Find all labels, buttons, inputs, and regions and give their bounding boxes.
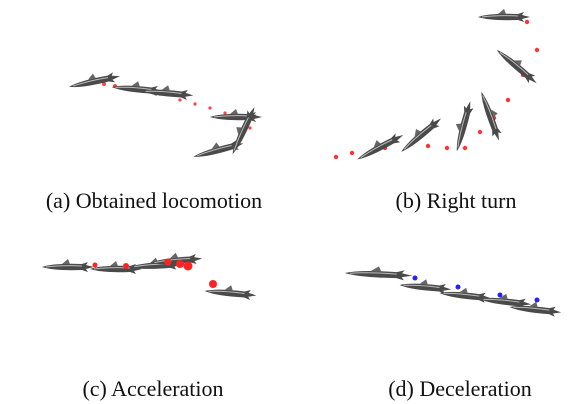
page: (a) Obtained locomotion (b) Right turn (… (0, 0, 574, 404)
caption: (b) Right turn (396, 188, 517, 213)
figure: (a) Obtained locomotion (b) Right turn (… (0, 0, 574, 404)
panel-a: (a) Obtained locomotion (46, 68, 262, 213)
panel-c: (c) Acceleration (42, 250, 257, 401)
panel-b: (b) Right turn (334, 9, 542, 213)
caption: (c) Acceleration (82, 376, 223, 401)
caption: (d) Deceleration (388, 376, 532, 401)
caption: (a) Obtained locomotion (46, 188, 262, 213)
panel-d: (d) Deceleration (344, 265, 562, 401)
